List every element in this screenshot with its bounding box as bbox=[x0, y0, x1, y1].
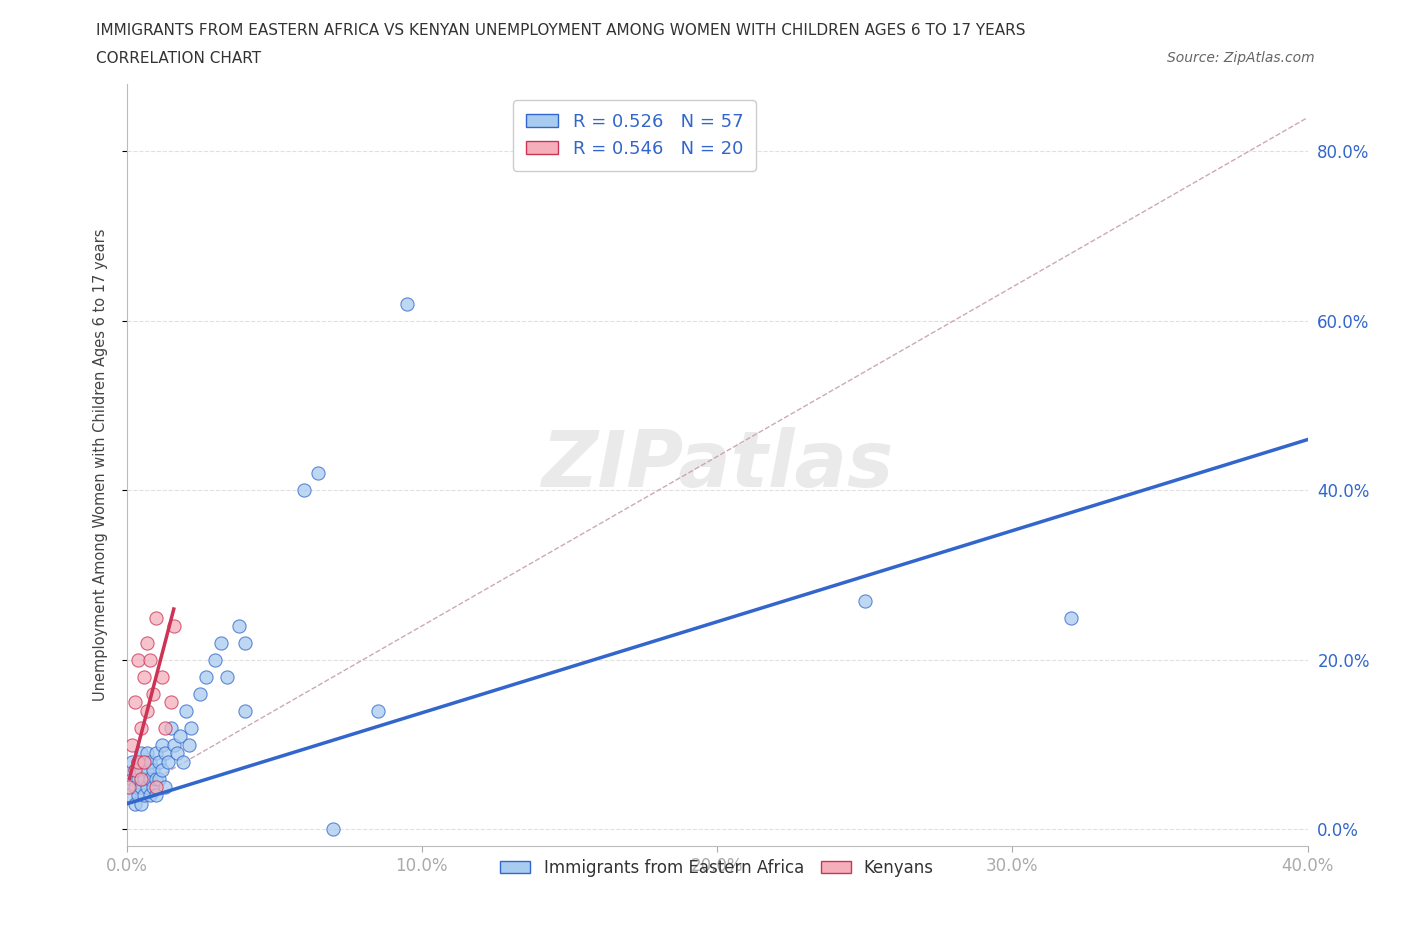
Immigrants from Eastern Africa bbox=[139, 771, 162, 786]
Immigrants from Eastern Africa bbox=[166, 746, 188, 761]
Kenyans bbox=[127, 754, 149, 769]
Kenyans bbox=[145, 610, 167, 625]
Kenyans bbox=[136, 703, 159, 718]
Immigrants from Eastern Africa bbox=[142, 779, 165, 794]
Immigrants from Eastern Africa bbox=[172, 754, 194, 769]
Immigrants from Eastern Africa bbox=[129, 746, 153, 761]
Immigrants from Eastern Africa bbox=[163, 737, 186, 752]
Kenyans bbox=[124, 695, 146, 710]
Kenyans bbox=[150, 670, 173, 684]
Kenyans bbox=[163, 618, 186, 633]
Immigrants from Eastern Africa bbox=[118, 788, 141, 803]
Immigrants from Eastern Africa bbox=[134, 771, 156, 786]
Immigrants from Eastern Africa bbox=[129, 763, 153, 777]
Immigrants from Eastern Africa bbox=[136, 746, 159, 761]
Immigrants from Eastern Africa bbox=[209, 635, 232, 650]
Kenyans bbox=[129, 720, 153, 735]
Immigrants from Eastern Africa bbox=[228, 618, 250, 633]
Immigrants from Eastern Africa bbox=[136, 763, 159, 777]
Kenyans bbox=[139, 653, 162, 668]
Immigrants from Eastern Africa bbox=[134, 754, 156, 769]
Kenyans bbox=[134, 670, 156, 684]
Legend: Immigrants from Eastern Africa, Kenyans: Immigrants from Eastern Africa, Kenyans bbox=[494, 853, 941, 884]
Immigrants from Eastern Africa bbox=[127, 771, 149, 786]
Kenyans bbox=[134, 754, 156, 769]
Immigrants from Eastern Africa bbox=[853, 593, 876, 608]
Immigrants from Eastern Africa bbox=[308, 466, 330, 481]
Immigrants from Eastern Africa bbox=[145, 746, 167, 761]
Immigrants from Eastern Africa bbox=[367, 703, 389, 718]
Immigrants from Eastern Africa bbox=[150, 763, 173, 777]
Kenyans bbox=[121, 737, 143, 752]
Kenyans bbox=[118, 779, 141, 794]
Immigrants from Eastern Africa bbox=[150, 737, 173, 752]
Immigrants from Eastern Africa bbox=[153, 746, 176, 761]
Text: ZIPatlas: ZIPatlas bbox=[541, 427, 893, 503]
Kenyans bbox=[129, 771, 153, 786]
Immigrants from Eastern Africa bbox=[195, 670, 218, 684]
Immigrants from Eastern Africa bbox=[142, 763, 165, 777]
Immigrants from Eastern Africa bbox=[129, 779, 153, 794]
Immigrants from Eastern Africa bbox=[145, 771, 167, 786]
Immigrants from Eastern Africa bbox=[139, 754, 162, 769]
Immigrants from Eastern Africa bbox=[322, 822, 344, 837]
Text: CORRELATION CHART: CORRELATION CHART bbox=[96, 51, 260, 66]
Text: Source: ZipAtlas.com: Source: ZipAtlas.com bbox=[1167, 51, 1315, 65]
Immigrants from Eastern Africa bbox=[148, 754, 170, 769]
Immigrants from Eastern Africa bbox=[121, 754, 143, 769]
Immigrants from Eastern Africa bbox=[215, 670, 238, 684]
Immigrants from Eastern Africa bbox=[136, 779, 159, 794]
Immigrants from Eastern Africa bbox=[233, 703, 256, 718]
Immigrants from Eastern Africa bbox=[148, 771, 170, 786]
Kenyans bbox=[160, 695, 183, 710]
Kenyans bbox=[142, 686, 165, 701]
Text: IMMIGRANTS FROM EASTERN AFRICA VS KENYAN UNEMPLOYMENT AMONG WOMEN WITH CHILDREN : IMMIGRANTS FROM EASTERN AFRICA VS KENYAN… bbox=[96, 23, 1025, 38]
Kenyans bbox=[127, 653, 149, 668]
Immigrants from Eastern Africa bbox=[124, 796, 146, 811]
Immigrants from Eastern Africa bbox=[204, 653, 226, 668]
Kenyans bbox=[145, 779, 167, 794]
Immigrants from Eastern Africa bbox=[139, 788, 162, 803]
Immigrants from Eastern Africa bbox=[174, 703, 197, 718]
Immigrants from Eastern Africa bbox=[233, 635, 256, 650]
Kenyans bbox=[136, 635, 159, 650]
Immigrants from Eastern Africa bbox=[188, 686, 212, 701]
Immigrants from Eastern Africa bbox=[177, 737, 200, 752]
Kenyans bbox=[153, 720, 176, 735]
Immigrants from Eastern Africa bbox=[1060, 610, 1083, 625]
Immigrants from Eastern Africa bbox=[153, 779, 176, 794]
Immigrants from Eastern Africa bbox=[124, 779, 146, 794]
Immigrants from Eastern Africa bbox=[180, 720, 202, 735]
Immigrants from Eastern Africa bbox=[396, 297, 419, 312]
Immigrants from Eastern Africa bbox=[127, 754, 149, 769]
Immigrants from Eastern Africa bbox=[156, 754, 179, 769]
Immigrants from Eastern Africa bbox=[169, 729, 191, 744]
Immigrants from Eastern Africa bbox=[134, 788, 156, 803]
Immigrants from Eastern Africa bbox=[121, 771, 143, 786]
Immigrants from Eastern Africa bbox=[129, 796, 153, 811]
Immigrants from Eastern Africa bbox=[160, 720, 183, 735]
Immigrants from Eastern Africa bbox=[127, 788, 149, 803]
Immigrants from Eastern Africa bbox=[292, 483, 315, 498]
Immigrants from Eastern Africa bbox=[145, 788, 167, 803]
Kenyans bbox=[124, 763, 146, 777]
Immigrants from Eastern Africa bbox=[124, 763, 146, 777]
Y-axis label: Unemployment Among Women with Children Ages 6 to 17 years: Unemployment Among Women with Children A… bbox=[93, 229, 108, 701]
